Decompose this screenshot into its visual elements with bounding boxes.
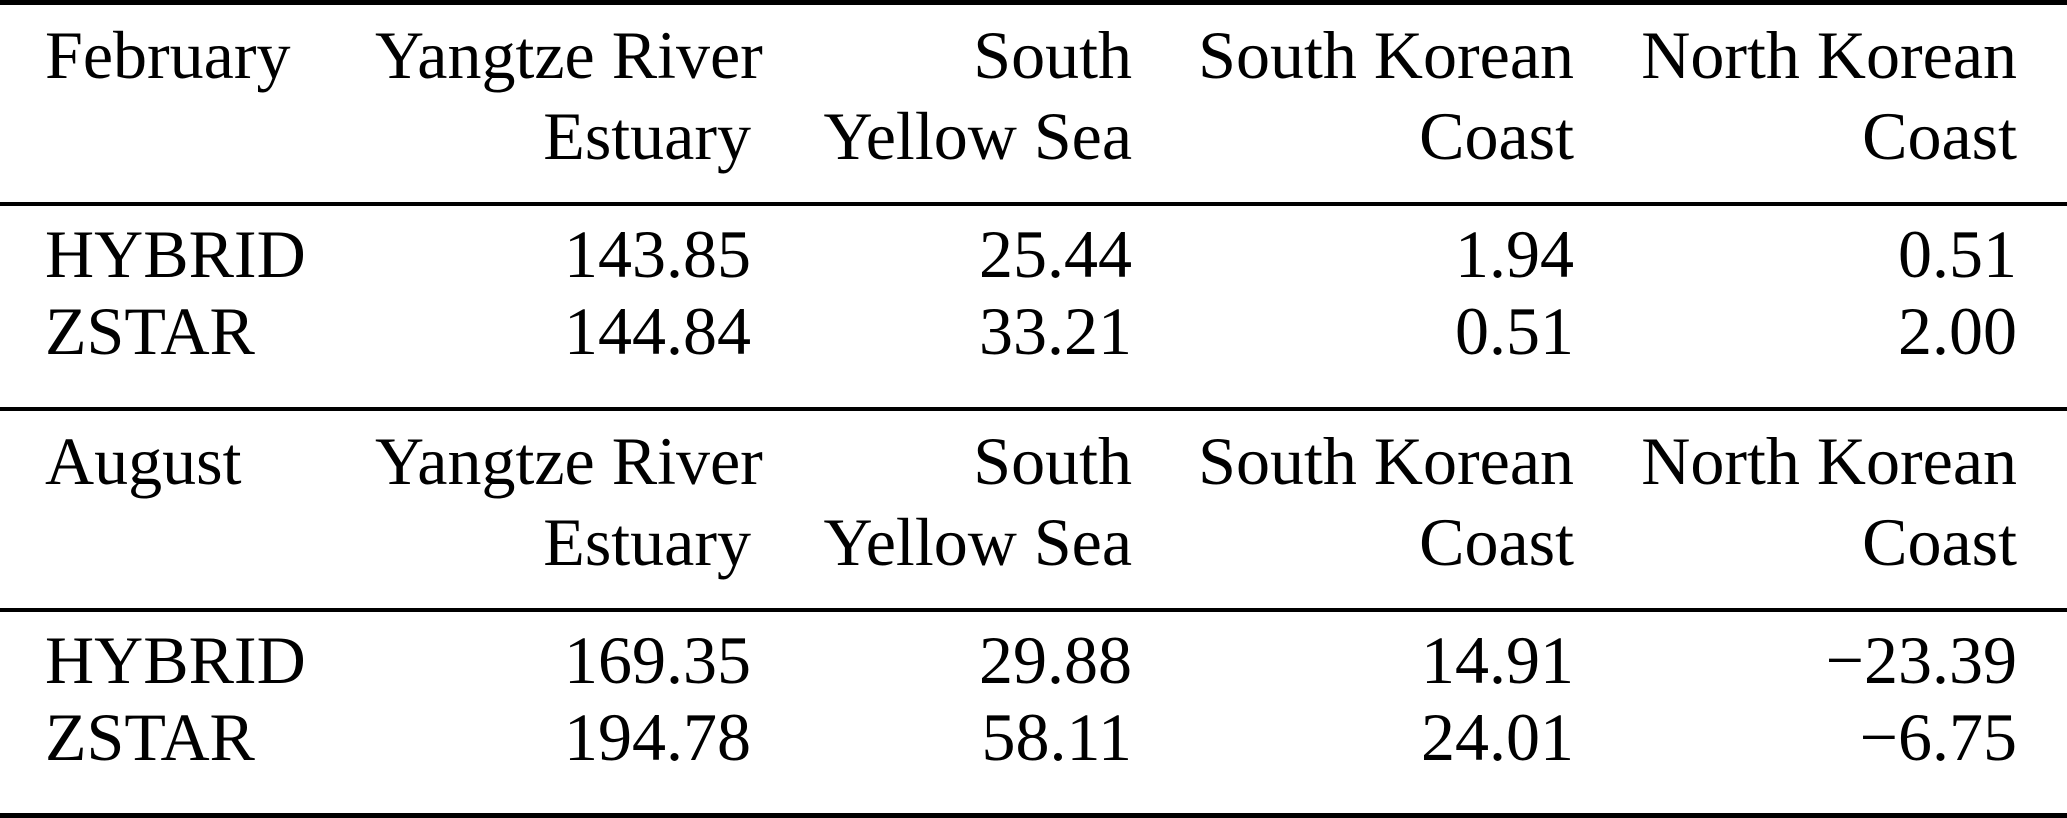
table-cell: 33.21 <box>751 293 1132 411</box>
section-label-cell: February <box>0 2 375 206</box>
section-label-cell: August <box>0 409 375 612</box>
column-header-line: Yangtze River <box>375 17 763 93</box>
table-header-february: February Yangtze River Estuary South Yel… <box>0 2 2067 206</box>
table-cell: 2.00 <box>1574 293 2067 411</box>
row-label: ZSTAR <box>45 699 255 775</box>
row-label: HYBRID <box>45 622 306 698</box>
column-header-line: South Korean <box>1198 423 1574 499</box>
table-cell: 169.35 <box>564 622 751 698</box>
table-row-february-zstar: ZSTAR 144.84 33.21 0.51 2.00 <box>0 293 2067 411</box>
column-header-line: Coast <box>1419 504 1574 580</box>
column-header-line: Coast <box>1862 504 2017 580</box>
table-header-august: August Yangtze River Estuary South Yello… <box>0 409 2067 612</box>
column-header-yangtze-river-estuary: Yangtze River Estuary <box>375 2 763 206</box>
table-cell: −6.75 <box>1859 699 2017 775</box>
table-cell: 25.44 <box>979 216 1132 292</box>
column-header-line: South Korean <box>1198 17 1574 93</box>
table-row-february-hybrid: HYBRID 143.85 25.44 1.94 0.51 <box>0 204 2067 293</box>
column-header-north-korean-coast: North Korean Coast <box>1574 2 2067 206</box>
row-label: ZSTAR <box>0 293 375 411</box>
column-header-south-yellow-sea: South Yellow Sea <box>751 409 1132 612</box>
table-cell: 14.91 <box>1421 622 1574 698</box>
column-header-line: South <box>973 17 1132 93</box>
table-cell: 29.88 <box>979 622 1132 698</box>
column-header-line: Yangtze River <box>375 423 763 499</box>
column-header-line: North Korean <box>1641 17 2017 93</box>
column-header-line: North Korean <box>1641 423 2017 499</box>
table-row-august-hybrid: HYBRID 169.35 29.88 14.91 −23.39 <box>0 610 2067 699</box>
column-header-south-korean-coast: South Korean Coast <box>1132 2 1574 206</box>
column-header-north-korean-coast: North Korean Coast <box>1574 409 2067 612</box>
table-cell: −23.39 <box>1825 622 2017 698</box>
table-cell: 143.85 <box>564 216 751 292</box>
table-cell: 1.94 <box>1455 216 1574 292</box>
table-cell: 0.51 <box>1898 216 2017 292</box>
row-label: HYBRID <box>45 216 306 292</box>
column-header-line: South <box>973 423 1132 499</box>
column-header-line: Coast <box>1862 98 2017 174</box>
table-cell: 194.78 <box>564 699 751 775</box>
table-cell: 58.11 <box>981 699 1132 775</box>
column-header-line: Estuary <box>543 98 751 174</box>
table-cell: 0.51 <box>1132 293 1574 411</box>
table-cell: 24.01 <box>1421 699 1574 775</box>
table-cell: 144.84 <box>375 293 751 411</box>
column-header-line: Estuary <box>543 504 751 580</box>
column-header-yangtze-river-estuary: Yangtze River Estuary <box>375 409 763 612</box>
section-label-february: February <box>45 17 291 93</box>
column-header-line: Yellow Sea <box>823 98 1132 174</box>
column-header-south-korean-coast: South Korean Coast <box>1132 409 1574 612</box>
table-row-august-zstar: ZSTAR 194.78 58.11 24.01 −6.75 <box>0 699 2067 816</box>
column-header-line: Yellow Sea <box>823 504 1132 580</box>
column-header-line: Coast <box>1419 98 1574 174</box>
section-label-august: August <box>45 423 242 499</box>
column-header-south-yellow-sea: South Yellow Sea <box>751 2 1132 206</box>
